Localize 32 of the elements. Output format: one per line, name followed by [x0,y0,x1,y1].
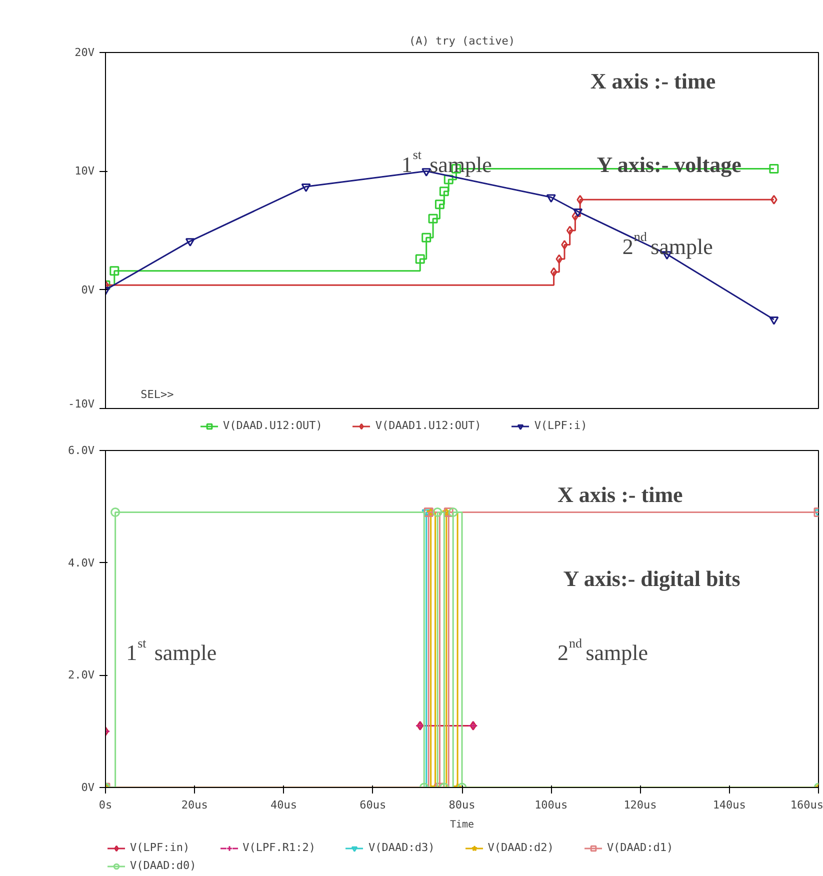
y-tick-label: 0V [81,283,95,296]
x-tick-label: 140us [712,798,746,812]
legend-label: V(DAAD.U12:OUT) [223,419,322,432]
annotation: SEL>> [140,388,174,401]
legend-label: V(LPF:in) [130,841,190,854]
annotation: Y axis:- digital bits [563,566,741,592]
x-tick-label: 120us [624,798,657,812]
legend-label: V(DAAD:d2) [488,841,554,854]
annotation: X axis :- time [590,68,716,94]
x-axis-title: Time [450,820,474,830]
y-tick-label: 4.0V [68,556,95,570]
y-tick-label: -10V [68,398,95,410]
legend-label: V(DAAD:d0) [130,859,196,872]
annotation: X axis :- time [558,482,684,507]
legend-label: V(LPF.R1:2) [242,841,316,854]
x-tick-label: 20us [181,798,208,812]
y-tick-label: 10V [74,164,95,178]
x-tick-label: 0s [98,798,112,812]
y-tick-label: 2.0V [68,668,95,682]
x-tick-label: 40us [270,798,298,812]
y-tick-label: 0V [81,781,95,794]
legend-label: V(DAAD:d1) [606,841,674,854]
chart-title: (A) try (active) [409,34,515,48]
y-tick-label: 6.0V [68,444,95,457]
x-tick-label: 60us [360,798,386,812]
legend-label: V(DAAD1.U12:OUT) [375,419,482,432]
legend-label: V(LPF:i) [534,419,588,432]
y-tick-label: 20V [74,46,95,59]
x-tick-label: 80us [448,798,476,812]
legend-label: V(DAAD:d3) [368,841,435,854]
x-tick-label: 100us [534,798,568,812]
x-tick-label: 160us [790,798,823,812]
